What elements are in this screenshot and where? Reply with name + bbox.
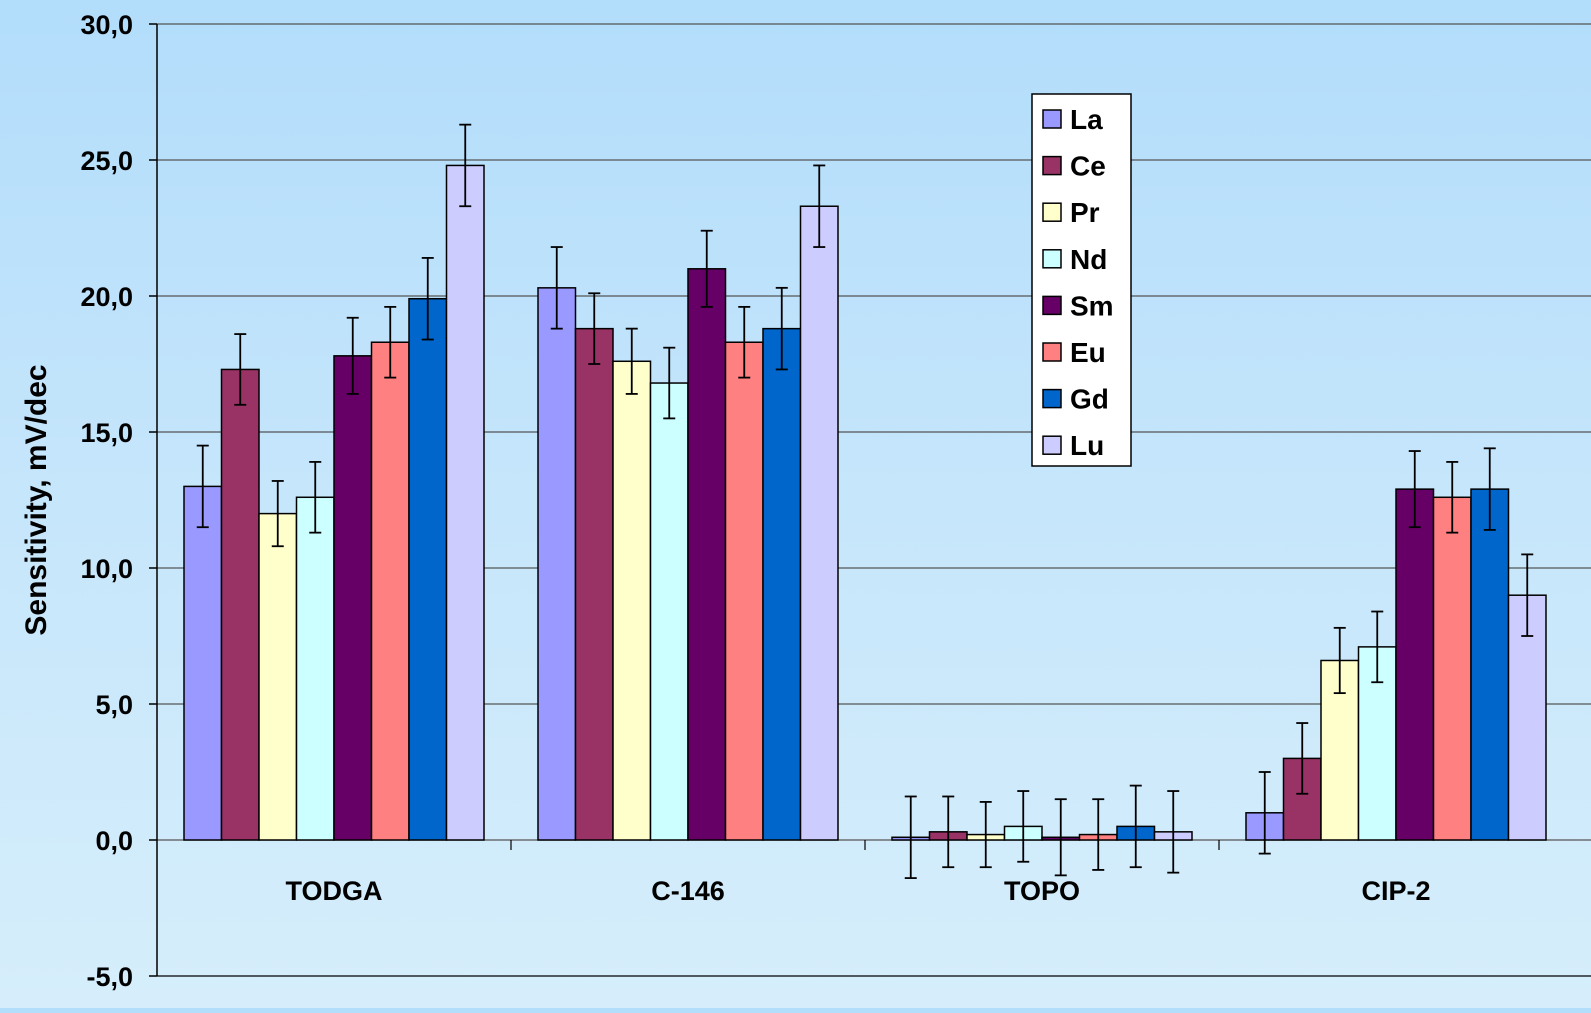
error-bars	[196, 123, 1534, 879]
bar-pr	[258, 512, 298, 841]
y-tick-label: 10,0	[80, 554, 133, 584]
legend-swatch-ce	[1042, 155, 1062, 176]
axis-labels: -5,0 0,0 5,0 10,0 15,0 20,0 25,0 30,0 TODGA C-146…	[20, 10, 1431, 992]
legend-swatch-nd	[1042, 249, 1062, 269]
bars	[183, 164, 1547, 841]
legend-swatch-la	[1042, 109, 1062, 129]
legend: La Ce Pr Nd Sm Eu Gd Lu	[1031, 93, 1132, 467]
x-category-label: CIP-2	[1361, 876, 1430, 906]
legend-swatch-sm	[1042, 295, 1062, 316]
bar-eu	[370, 341, 410, 841]
legend-swatch-pr	[1042, 202, 1062, 222]
legend-label-nd: Nd	[1070, 244, 1107, 275]
bar-lu	[445, 164, 485, 841]
bar-nd	[1357, 646, 1397, 841]
bar-sm	[687, 268, 727, 841]
bar-nd	[295, 496, 335, 841]
y-tick-label: 0,0	[95, 826, 133, 856]
bar-nd	[649, 382, 689, 841]
y-axis-title: Sensitivity, mV/dec	[20, 364, 53, 635]
legend-label-eu: Eu	[1070, 337, 1106, 368]
bar-ce	[1282, 757, 1322, 841]
y-tick-label: 30,0	[80, 10, 133, 40]
legend-swatch-gd	[1042, 388, 1062, 409]
y-tick-label: 25,0	[80, 146, 133, 176]
bar-pr	[612, 360, 652, 841]
bar-sm	[1395, 488, 1435, 841]
x-category-label: TODGA	[285, 876, 382, 906]
legend-swatch-lu	[1042, 435, 1062, 455]
bar-gd	[408, 297, 448, 841]
bar-la	[183, 485, 223, 841]
bar-ce	[574, 327, 614, 841]
legend-label-sm: Sm	[1070, 290, 1114, 321]
legend-label-pr: Pr	[1070, 197, 1100, 228]
bar-eu	[724, 341, 764, 841]
legend-label-ce: Ce	[1070, 151, 1106, 182]
legend-label-gd: Gd	[1070, 384, 1109, 415]
y-tick-label: -5,0	[86, 962, 133, 992]
bar-gd	[762, 327, 802, 841]
bar-lu	[799, 205, 839, 841]
legend-label-la: La	[1070, 104, 1103, 135]
x-category-label: TOPO	[1004, 876, 1080, 906]
legend-label-lu: Lu	[1070, 430, 1104, 461]
bar-ce	[220, 368, 260, 841]
y-tick-label: 5,0	[95, 690, 133, 720]
y-tick-label: 20,0	[80, 282, 133, 312]
axes	[149, 23, 1591, 977]
bar-gd	[1470, 488, 1510, 841]
bar-sm	[333, 355, 373, 841]
x-category-label: C-146	[651, 876, 725, 906]
bar-eu	[1432, 496, 1472, 841]
bar-la	[537, 287, 577, 841]
legend-swatch-eu	[1042, 342, 1062, 362]
y-tick-label: 15,0	[80, 418, 133, 448]
